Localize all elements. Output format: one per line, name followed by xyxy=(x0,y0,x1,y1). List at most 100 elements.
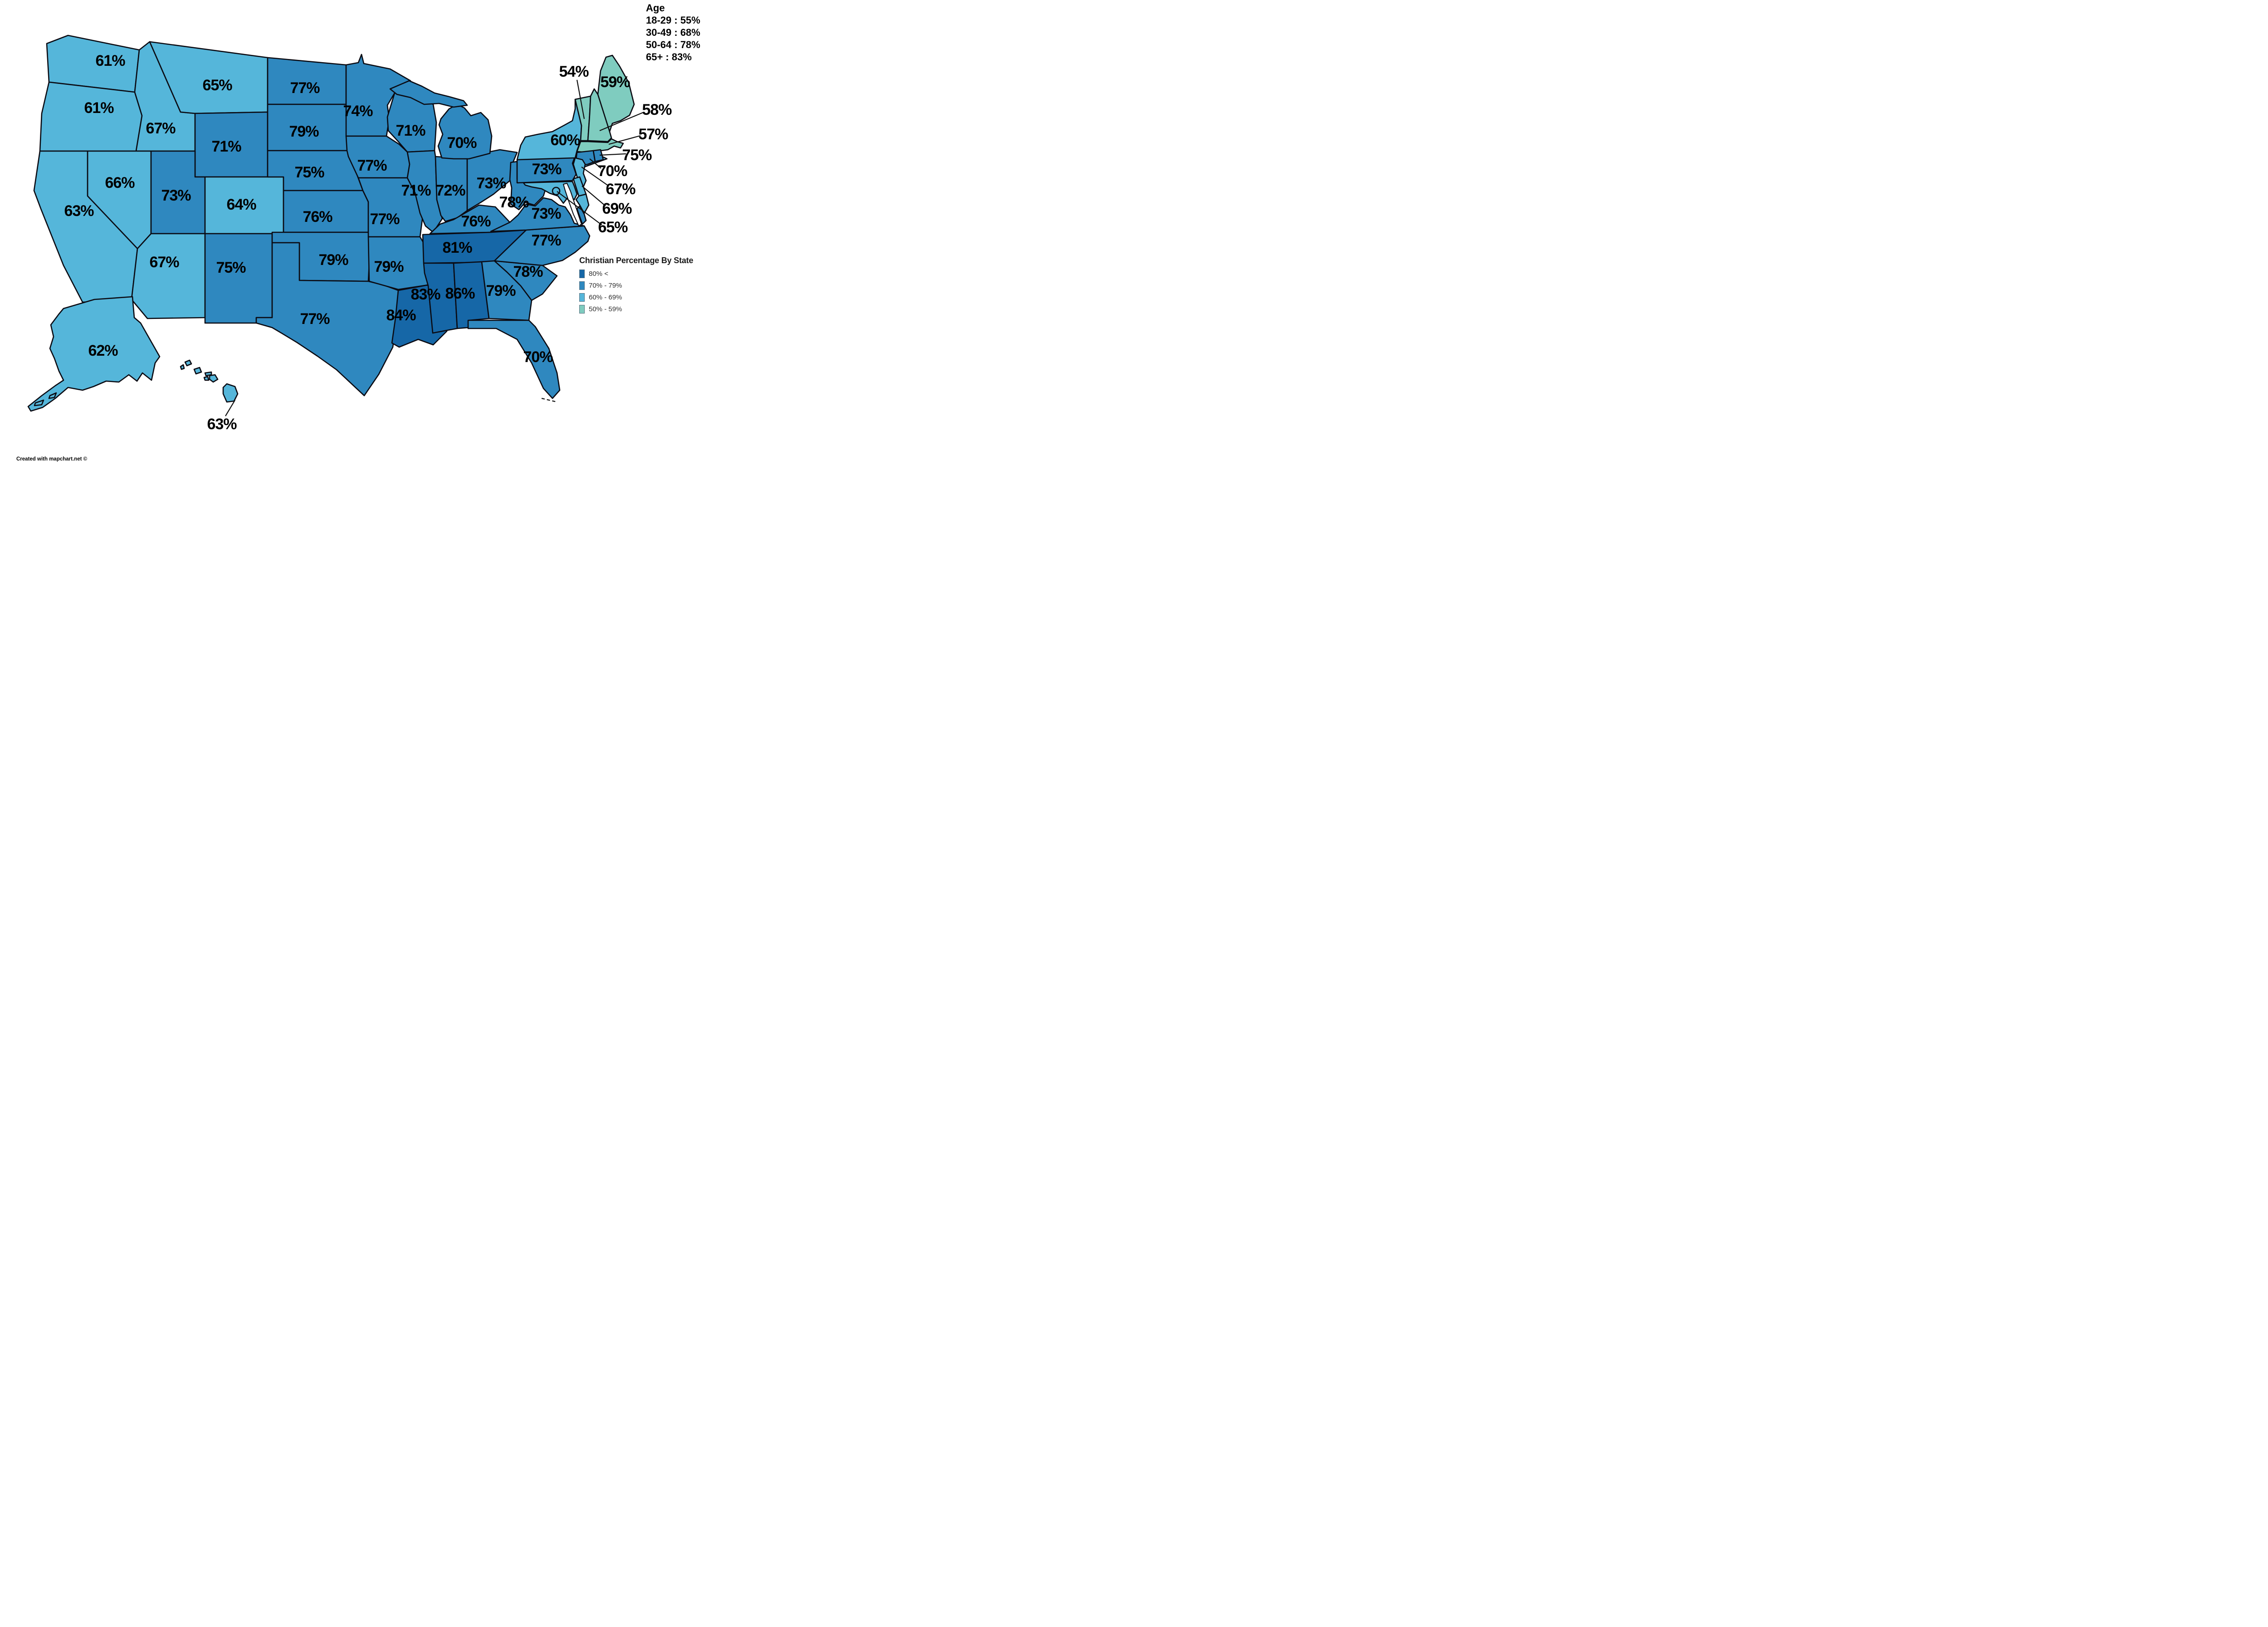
label-sc: 78% xyxy=(513,263,543,280)
label-ny: 60% xyxy=(550,132,580,149)
label-ms: 83% xyxy=(411,286,440,303)
state-oregon[interactable] xyxy=(39,81,143,152)
label-ok: 79% xyxy=(318,251,348,269)
label-sd: 79% xyxy=(289,123,319,140)
legend-swatch-50-59 xyxy=(579,305,585,314)
callout-line-de xyxy=(582,186,606,206)
age-legend: Age 18-29 : 55% 30-49 : 68% 50-64 : 78% … xyxy=(646,2,700,63)
callout-label-de: 69% xyxy=(602,200,632,217)
legend-swatch-80plus xyxy=(579,270,585,278)
mapchart-credit: Created with mapchart.net © xyxy=(16,456,88,462)
callout-line-hi xyxy=(225,400,235,417)
age-legend-item-30-49: 30-49 : 68% xyxy=(646,27,700,38)
label-tx: 77% xyxy=(300,310,330,328)
state-illinois[interactable] xyxy=(406,150,443,233)
label-il: 71% xyxy=(401,182,431,199)
legend-label-60-69: 60% - 69% xyxy=(589,294,622,301)
callout-label-nh: 58% xyxy=(642,101,672,118)
hawaii-maui[interactable] xyxy=(209,374,219,383)
label-ky: 76% xyxy=(461,213,491,230)
label-ks: 76% xyxy=(303,208,332,225)
state-maryland[interactable] xyxy=(523,181,578,204)
callout-label-nj: 67% xyxy=(606,181,635,198)
state-district-of-columbia[interactable] xyxy=(552,186,561,196)
callout-label-ct: 70% xyxy=(597,162,627,180)
hawaii-molokai[interactable] xyxy=(204,371,212,377)
state-new-jersey[interactable] xyxy=(572,157,587,188)
legend-swatch-70-79 xyxy=(579,281,585,290)
label-mt: 65% xyxy=(202,77,232,94)
label-tn: 81% xyxy=(442,239,472,256)
label-co: 64% xyxy=(226,196,256,213)
label-me: 59% xyxy=(600,74,630,91)
hawaii-niihau[interactable] xyxy=(180,364,185,370)
label-wy: 71% xyxy=(211,138,241,155)
state-maine[interactable] xyxy=(597,54,635,132)
label-wi: 71% xyxy=(396,122,425,139)
label-or: 61% xyxy=(84,99,114,117)
legend-row-60-69: 60% - 69% xyxy=(579,293,693,302)
label-nd: 77% xyxy=(290,79,320,97)
label-ar: 79% xyxy=(374,258,404,275)
label-ne: 75% xyxy=(294,164,324,181)
callout-line-nj xyxy=(581,167,609,186)
state-virginia-eastern-shore[interactable] xyxy=(576,205,587,225)
hawaii-oahu[interactable] xyxy=(193,367,202,375)
us-choropleth-map: 61% 61% 67% 65% 71% 66% 63% 73% 64% 67% … xyxy=(27,34,672,433)
label-ia: 77% xyxy=(357,157,387,174)
label-oh: 73% xyxy=(476,175,506,192)
label-nm: 75% xyxy=(216,259,246,276)
chesapeake-bay xyxy=(563,183,582,226)
legend-row-80plus: 80% < xyxy=(579,270,693,278)
florida-keys xyxy=(541,397,557,403)
state-rhode-island[interactable] xyxy=(592,149,604,162)
state-labels-layer: 61% 61% 67% 65% 71% 66% 63% 73% 64% 67% … xyxy=(64,52,672,433)
states-layer xyxy=(27,34,635,412)
age-legend-item-65plus: 65+ : 83% xyxy=(646,51,692,63)
callout-line-ct xyxy=(589,158,601,169)
state-michigan-upper[interactable] xyxy=(389,80,468,108)
callout-label-ma: 57% xyxy=(638,126,668,143)
label-in: 72% xyxy=(435,182,465,199)
legend-row-50-59: 50% - 59% xyxy=(579,305,693,314)
legend-label-80plus: 80% < xyxy=(589,270,608,278)
hawaii-lanai[interactable] xyxy=(203,376,210,381)
alaska-island[interactable] xyxy=(48,392,57,399)
legend-label-70-79: 70% - 79% xyxy=(589,282,622,289)
legend-row-70-79: 70% - 79% xyxy=(579,281,693,290)
label-mi: 70% xyxy=(447,134,477,152)
color-legend: Christian Percentage By State 80% < 70% … xyxy=(579,256,693,317)
alaska-aleutian-island[interactable] xyxy=(34,399,44,407)
legend-swatch-60-69 xyxy=(579,293,585,302)
map-page: 61% 61% 67% 65% 71% 66% 63% 73% 64% 67% … xyxy=(0,0,711,472)
label-al: 86% xyxy=(445,285,475,302)
label-nc: 77% xyxy=(531,232,561,249)
age-legend-item-50-64: 50-64 : 78% xyxy=(646,39,700,50)
state-north-carolina[interactable] xyxy=(494,225,591,266)
callout-line-ma xyxy=(608,135,641,145)
hawaii-big-island[interactable] xyxy=(222,383,239,403)
hawaii-kauai[interactable] xyxy=(184,359,192,367)
label-id: 67% xyxy=(146,120,176,137)
callout-label-vt: 54% xyxy=(559,63,589,80)
state-new-mexico[interactable] xyxy=(204,233,273,324)
state-alaska[interactable] xyxy=(27,296,161,412)
callout-line-nh xyxy=(599,111,645,132)
state-virginia[interactable] xyxy=(490,197,585,232)
state-south-carolina[interactable] xyxy=(494,260,558,301)
state-new-york[interactable] xyxy=(516,98,582,161)
label-mn: 74% xyxy=(343,103,373,120)
callout-label-ri: 75% xyxy=(622,147,652,164)
label-ga: 79% xyxy=(486,282,516,299)
callout-lines-layer xyxy=(225,79,645,417)
state-florida[interactable] xyxy=(467,319,561,399)
label-ak: 62% xyxy=(88,342,118,359)
label-wv: 78% xyxy=(499,194,529,211)
state-arizona[interactable] xyxy=(131,233,206,319)
label-nv: 66% xyxy=(105,174,135,191)
label-va: 73% xyxy=(531,205,561,222)
age-legend-item-18-29: 18-29 : 55% xyxy=(646,15,700,26)
callout-line-vt xyxy=(576,79,585,119)
color-legend-title: Christian Percentage By State xyxy=(579,256,694,265)
legend-label-50-59: 50% - 59% xyxy=(589,305,622,313)
